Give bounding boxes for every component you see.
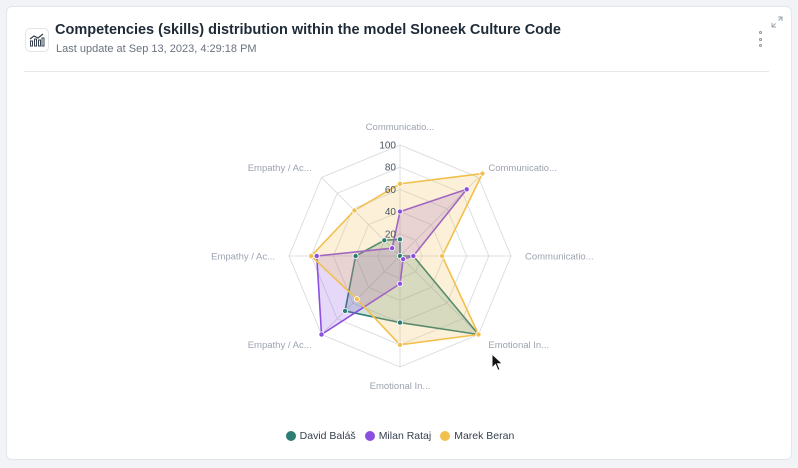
radar-data-point — [381, 237, 388, 244]
radar-data-point — [410, 252, 417, 259]
radar-data-point — [351, 207, 358, 214]
radar-axis-label: Communicatio... — [525, 252, 594, 263]
radar-data-point — [396, 236, 403, 243]
legend-label: Milan Rataj — [378, 430, 432, 442]
radar-data-point — [318, 331, 325, 338]
chart-card: Competencies (skills) distribution withi… — [6, 6, 792, 460]
legend-item[interactable]: David Baláš — [285, 430, 356, 442]
radar-axis-label: Communicatio... — [366, 122, 435, 133]
radar-data-point — [308, 252, 315, 259]
radar-data-point — [396, 280, 403, 287]
radar-tick-label: 80 — [385, 163, 397, 174]
radar-data-point — [439, 252, 446, 259]
radar-spoke — [399, 255, 479, 335]
radar-tick-label: 60 — [385, 185, 397, 196]
radar-spoke — [321, 255, 401, 335]
radar-axis-label: Empathy / Ac... — [211, 252, 275, 263]
legend-label: David Baláš — [299, 430, 356, 442]
radar-axis-label: Communicatio... — [488, 163, 557, 174]
legend-item[interactable]: Milan Rataj — [364, 430, 432, 442]
card-title: Competencies (skills) distribution withi… — [55, 22, 561, 38]
radar-axis-label: Emotional In... — [488, 340, 549, 351]
radar-axis-label: Empathy / Ac... — [248, 340, 312, 351]
radar-chart: 20 40 60 80 100 Communicatio... Communicatio..… — [211, 122, 594, 392]
chart-icon — [25, 28, 49, 52]
last-update-text: Last update at Sep 13, 2023, 4:29:18 PM — [56, 43, 257, 55]
radar-data-point — [479, 170, 486, 177]
expand-icon[interactable] — [771, 15, 783, 28]
radar-spoke — [321, 177, 401, 257]
legend-dot-icon — [440, 431, 451, 441]
radar-data-point — [352, 252, 359, 259]
radar-data-point — [396, 180, 403, 187]
radar-data-point — [396, 319, 403, 326]
radar-axis-label: Emotional In... — [370, 381, 431, 392]
radar-axis-label: Empathy / Ac... — [248, 163, 312, 174]
radar-tick-label: 100 — [379, 141, 396, 152]
legend-dot-icon — [285, 431, 296, 441]
mouse-cursor-icon — [491, 353, 504, 372]
radar-tick-label: 20 — [385, 229, 397, 240]
legend-label: Marek Beran — [454, 430, 515, 442]
radar-tick-label: 40 — [385, 207, 397, 218]
chart-legend: David Baláš Milan Rataj Marek Beran — [7, 430, 793, 442]
radar-data-point — [396, 341, 403, 348]
radar-data-point — [353, 296, 360, 303]
radar-data-point — [400, 256, 407, 263]
legend-dot-icon — [364, 431, 375, 441]
legend-item[interactable]: Marek Beran — [440, 430, 514, 442]
header-divider — [24, 71, 769, 72]
radar-data-point — [475, 331, 482, 338]
more-options-icon[interactable] — [757, 31, 763, 47]
radar-data-point — [463, 186, 470, 193]
radar-data-point — [342, 307, 349, 314]
radar-data-point — [313, 252, 320, 259]
radar-data-point — [396, 208, 403, 215]
radar-data-point — [389, 245, 396, 252]
